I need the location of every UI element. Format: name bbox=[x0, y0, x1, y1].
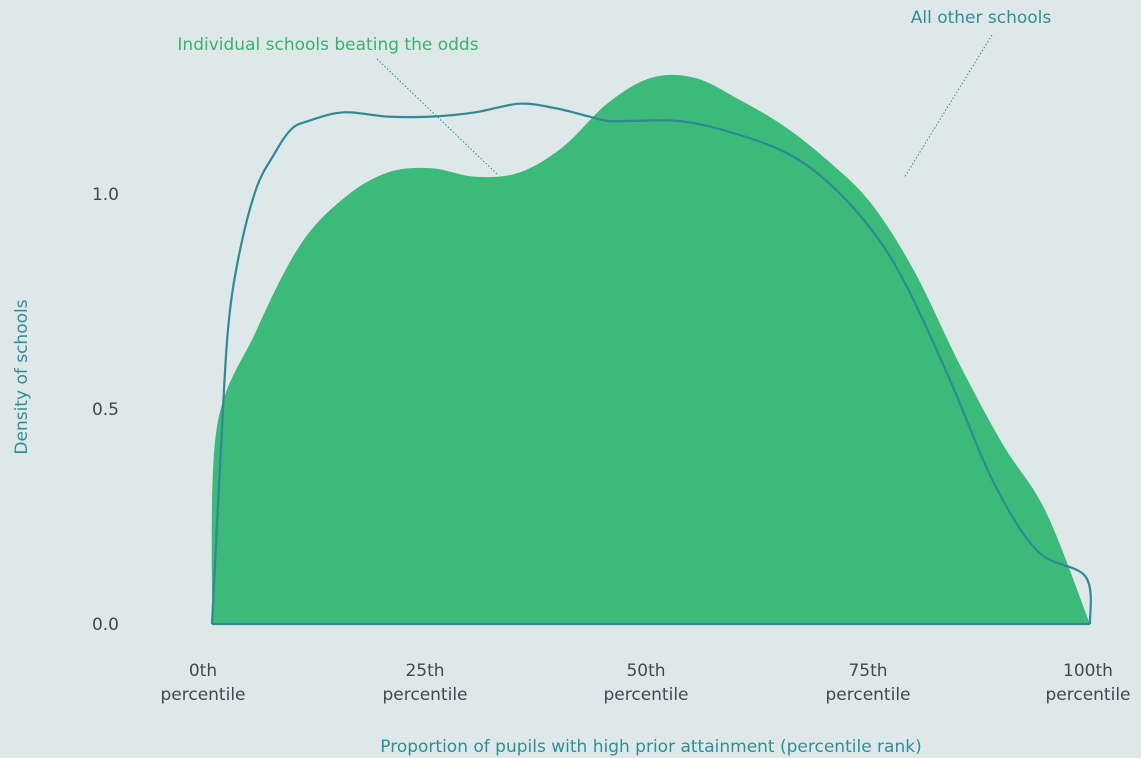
annotation-beating-the-odds: Individual schools beating the odds bbox=[177, 35, 498, 175]
y-tick-label: 0.0 bbox=[92, 615, 119, 635]
x-tick-label-line1: 25th bbox=[405, 661, 444, 681]
x-tick-label: 100th percentile bbox=[1045, 661, 1130, 705]
x-tick-label-line1: 75th bbox=[848, 661, 887, 681]
y-tick-label: 0.5 bbox=[92, 400, 119, 420]
x-tick-label-line2: percentile bbox=[160, 685, 245, 705]
beating-the-odds-area bbox=[211, 74, 1090, 625]
x-tick-label: 75th percentile bbox=[825, 661, 910, 705]
all-other-schools-line bbox=[210, 102, 1092, 625]
x-tick-label: 50th percentile bbox=[603, 661, 688, 705]
x-tick-label-line1: 100th bbox=[1063, 661, 1113, 681]
y-tick-label: 1.0 bbox=[92, 185, 119, 205]
annotation-all-other-schools: All other schools bbox=[903, 8, 1052, 179]
x-tick-label-line2: percentile bbox=[603, 685, 688, 705]
y-axis-ticks: 0.0 0.5 1.0 bbox=[92, 185, 119, 635]
plot-area bbox=[210, 74, 1092, 626]
x-tick-label-line1: 50th bbox=[626, 661, 665, 681]
annotation-all-other-schools-leader bbox=[903, 34, 993, 179]
x-tick-label: 0th percentile bbox=[160, 661, 245, 705]
annotation-beating-the-odds-text: Individual schools beating the odds bbox=[177, 35, 478, 55]
x-axis-label: Proportion of pupils with high prior att… bbox=[380, 737, 921, 757]
x-tick-label-line2: percentile bbox=[825, 685, 910, 705]
x-axis-ticks: 0th percentile 25th percentile 50th percentil… bbox=[160, 661, 1130, 705]
x-tick-label-line2: percentile bbox=[382, 685, 467, 705]
y-axis-label: Density of schools bbox=[12, 299, 32, 454]
annotation-all-other-schools-text: All other schools bbox=[911, 8, 1052, 28]
x-tick-label-line2: percentile bbox=[1045, 685, 1130, 705]
x-tick-label-line1: 0th bbox=[189, 661, 217, 681]
x-tick-label: 25th percentile bbox=[382, 661, 467, 705]
